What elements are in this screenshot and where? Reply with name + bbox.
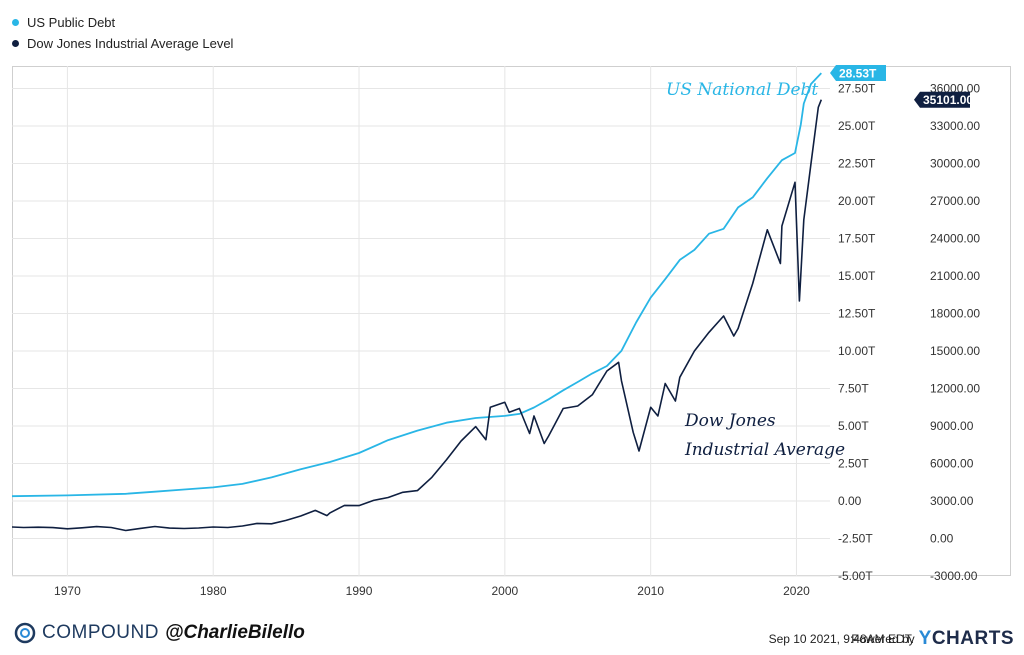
y-left-tick-label: -2.50T [838, 532, 873, 546]
powered-by-label: Powered by [851, 632, 915, 646]
y-left-tick-label: 25.00T [838, 119, 876, 133]
legend-item-dow[interactable]: Dow Jones Industrial Average Level [12, 33, 233, 54]
ycharts-logo[interactable]: YCHARTS [919, 628, 1014, 650]
annotation-label: US National Debt [666, 80, 818, 100]
y-left-tick-label: 17.50T [838, 232, 876, 246]
annotation-label: Dow Jones [684, 411, 776, 431]
legend-label-debt: US Public Debt [27, 15, 116, 30]
annotations: US National Debt Dow Jones Industrial Aver… [666, 80, 845, 460]
y-left-tick-label: -5.00T [838, 569, 873, 583]
badge-shape [830, 65, 886, 82]
brand-handle: @CharlieBilello [164, 622, 305, 643]
chart-svg: 1970 1980 1990 2000 2010 2020 -5.00T -2.50T 0.0… [11, 65, 980, 598]
y-left-tick-label: 5.00T [838, 419, 869, 433]
y-left-tick-label: 27.50T [838, 82, 876, 96]
y-left-tick-label: 12.50T [838, 307, 876, 321]
x-tick-label: 2020 [783, 584, 810, 598]
series-line-dow[interactable] [11, 99, 823, 532]
y-right-tick-label: 15000.00 [930, 344, 980, 358]
badge-dow: 35101.00 [914, 91, 973, 108]
y-left-tick-label: 15.00T [838, 269, 876, 283]
y-left-tick-label: 22.50T [838, 157, 876, 171]
y-right-tick-label: 6000.00 [930, 457, 974, 471]
y-right-tick-label: 30000.00 [930, 157, 980, 171]
footer: COMPOUND @CharlieBilello Sep 10 2021, 9:… [0, 610, 1024, 655]
y-right-tick-label: 33000.00 [930, 119, 980, 133]
legend-label-dow: Dow Jones Industrial Average Level [27, 36, 234, 51]
legend: US Public Debt Dow Jones Industrial Aver… [12, 12, 233, 54]
y-right-tick-label: 9000.00 [930, 419, 974, 433]
powered-by: Powered by YCHARTS [851, 628, 1014, 650]
y-left-tick-label: 7.50T [838, 382, 869, 396]
y-right-tick-label: -3000.00 [930, 569, 978, 583]
grid-lines [12, 66, 830, 577]
y-left-axis-ticks: -5.00T -2.50T 0.00 2.50T 5.00T 7.50T 10.00T 12.… [838, 82, 876, 584]
x-axis-ticks: 1970 1980 1990 2000 2010 2020 [54, 584, 810, 598]
value-badges: 28.53T 35101.00 [830, 65, 973, 108]
annotation-label: Industrial Average [684, 440, 845, 460]
y-right-tick-label: 18000.00 [930, 307, 980, 321]
legend-dot-debt [12, 19, 19, 26]
x-tick-label: 2000 [491, 584, 518, 598]
x-tick-label: 2010 [637, 584, 664, 598]
y-right-tick-label: 12000.00 [930, 382, 980, 396]
y-right-axis-ticks: -3000.00 0.00 3000.00 6000.00 9000.00 12000.0… [930, 82, 980, 584]
x-tick-label: 1990 [346, 584, 373, 598]
badge-value: 35101.00 [923, 93, 973, 107]
y-left-tick-label: 20.00T [838, 194, 876, 208]
ycharts-logo-text: CHARTS [931, 628, 1014, 649]
y-left-tick-label: 2.50T [838, 457, 869, 471]
y-right-tick-label: 27000.00 [930, 194, 980, 208]
legend-item-debt[interactable]: US Public Debt [12, 12, 233, 33]
ycharts-logo-y: Y [918, 628, 932, 649]
compound-logo-icon [14, 622, 36, 644]
y-right-tick-label: 24000.00 [930, 232, 980, 246]
x-tick-label: 1970 [54, 584, 81, 598]
brand-name: COMPOUND [42, 622, 159, 643]
y-right-tick-label: 21000.00 [930, 269, 980, 283]
series-line-debt[interactable] [11, 72, 822, 498]
x-tick-label: 1980 [200, 584, 227, 598]
y-left-tick-label: 0.00 [838, 494, 862, 508]
legend-dot-dow [12, 40, 19, 47]
badge-value: 28.53T [839, 67, 877, 81]
badge-debt: 28.53T [830, 65, 886, 82]
timestamp: Sep 10 2021, 9:48AM EDT. [768, 632, 914, 646]
y-right-tick-label: 3000.00 [930, 494, 974, 508]
y-left-tick-label: 10.00T [838, 344, 876, 358]
brand: COMPOUND @CharlieBilello [14, 622, 305, 644]
y-right-tick-label: 0.00 [930, 532, 954, 546]
series-lines [11, 72, 823, 532]
badge-shape [914, 91, 970, 108]
